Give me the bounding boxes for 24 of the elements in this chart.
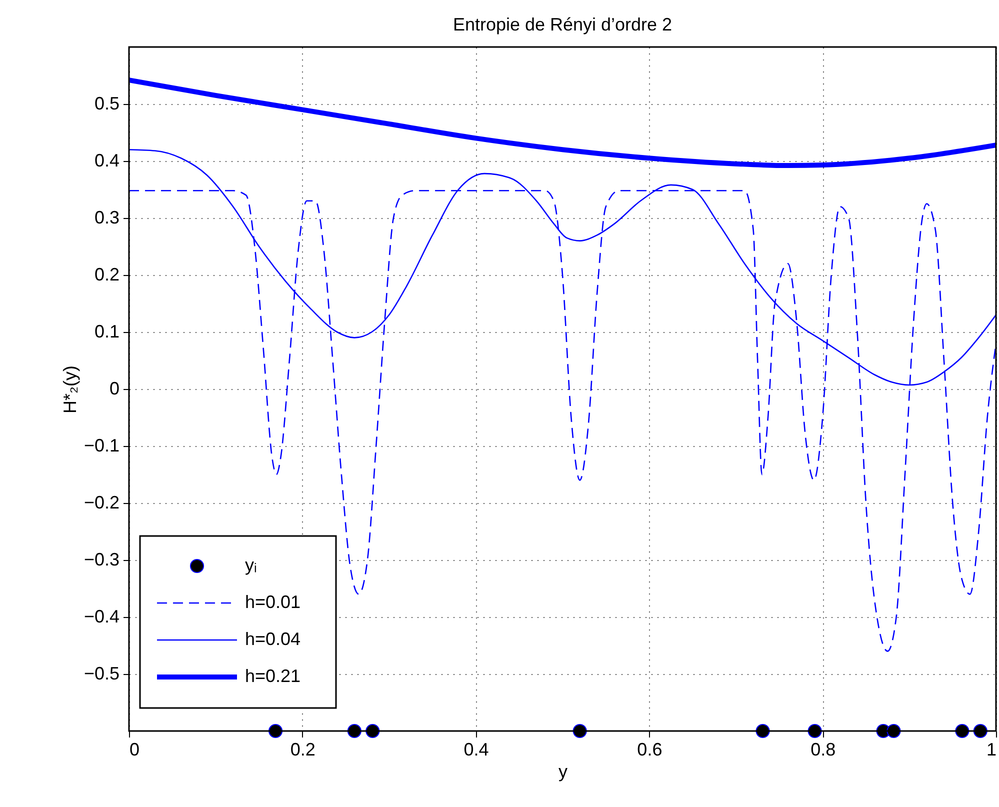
y-tick-label: −0.2 — [84, 492, 120, 512]
x-tick-label: 0.6 — [637, 740, 662, 760]
y-tick-label: −0.3 — [84, 550, 120, 570]
y-tick-label: 0 — [109, 378, 120, 398]
x-tick-label: 0 — [130, 740, 140, 760]
y-tick-label: 0.5 — [94, 94, 120, 114]
y-tick-label: 0.1 — [94, 322, 120, 342]
legend-label: h=0.04 — [245, 629, 301, 649]
x-tick-label: 0.2 — [290, 740, 316, 760]
x-tick-label: 1 — [986, 740, 996, 760]
y-tick-label: −0.1 — [84, 436, 120, 456]
chart-title: Entropie de Rényi d’ordre 2 — [452, 14, 672, 34]
legend-label: yᵢ — [245, 555, 257, 575]
x-tick-label: 0.4 — [464, 740, 489, 760]
y-tick-label: 0.2 — [94, 264, 120, 284]
y-tick-label: 0.4 — [94, 150, 120, 170]
y-axis-title: H*₂(y) — [60, 366, 80, 414]
x-tick-label: 0.8 — [810, 740, 836, 760]
legend-label: h=0.21 — [245, 666, 301, 686]
x-axis-title: y — [558, 762, 568, 782]
y-tick-label: 0.3 — [94, 208, 120, 228]
y-tick-label: −0.4 — [84, 606, 120, 626]
legend-label: h=0.01 — [245, 592, 301, 612]
y-tick-label: −0.5 — [84, 664, 120, 684]
